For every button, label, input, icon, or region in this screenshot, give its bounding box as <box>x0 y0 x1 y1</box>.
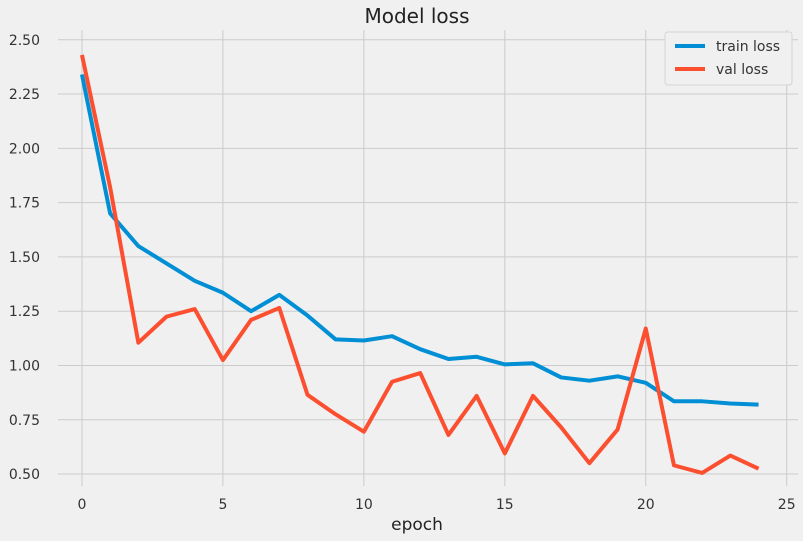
x-tick-label: 20 <box>637 497 655 513</box>
x-tick-label: 15 <box>496 497 514 513</box>
x-tick-label: 0 <box>78 497 87 513</box>
x-tick-label: 25 <box>778 497 796 513</box>
x-tick-label: 5 <box>218 497 227 513</box>
y-tick-label: 2.25 <box>9 87 40 103</box>
legend: train loss val loss <box>664 31 793 86</box>
y-tick-label: 1.25 <box>9 304 40 320</box>
y-tick-label: 0.75 <box>9 413 40 429</box>
y-tick-label: 1.75 <box>9 196 40 212</box>
x-axis-label: epoch <box>391 515 443 535</box>
y-tick-label: 0.50 <box>9 467 40 483</box>
series-lines <box>79 54 760 475</box>
grid-lines <box>58 30 798 486</box>
tick-labels: 0 5 10 15 20 25 0.50 0.75 1.00 1.25 1.50 1.75 2.00 2.… <box>9 33 796 513</box>
y-tick-label: 1.00 <box>9 358 40 374</box>
x-tick-label: 10 <box>355 497 373 513</box>
y-tick-label: 1.50 <box>9 250 40 266</box>
y-tick-label: 2.50 <box>9 33 40 49</box>
series-line-val-loss <box>80 54 760 475</box>
chart-title: Model loss <box>364 4 469 28</box>
legend-label-val-loss: val loss <box>716 62 768 78</box>
y-tick-label: 2.00 <box>9 141 40 157</box>
legend-label-train-loss: train loss <box>716 39 780 55</box>
series-line-train-loss <box>79 74 759 407</box>
